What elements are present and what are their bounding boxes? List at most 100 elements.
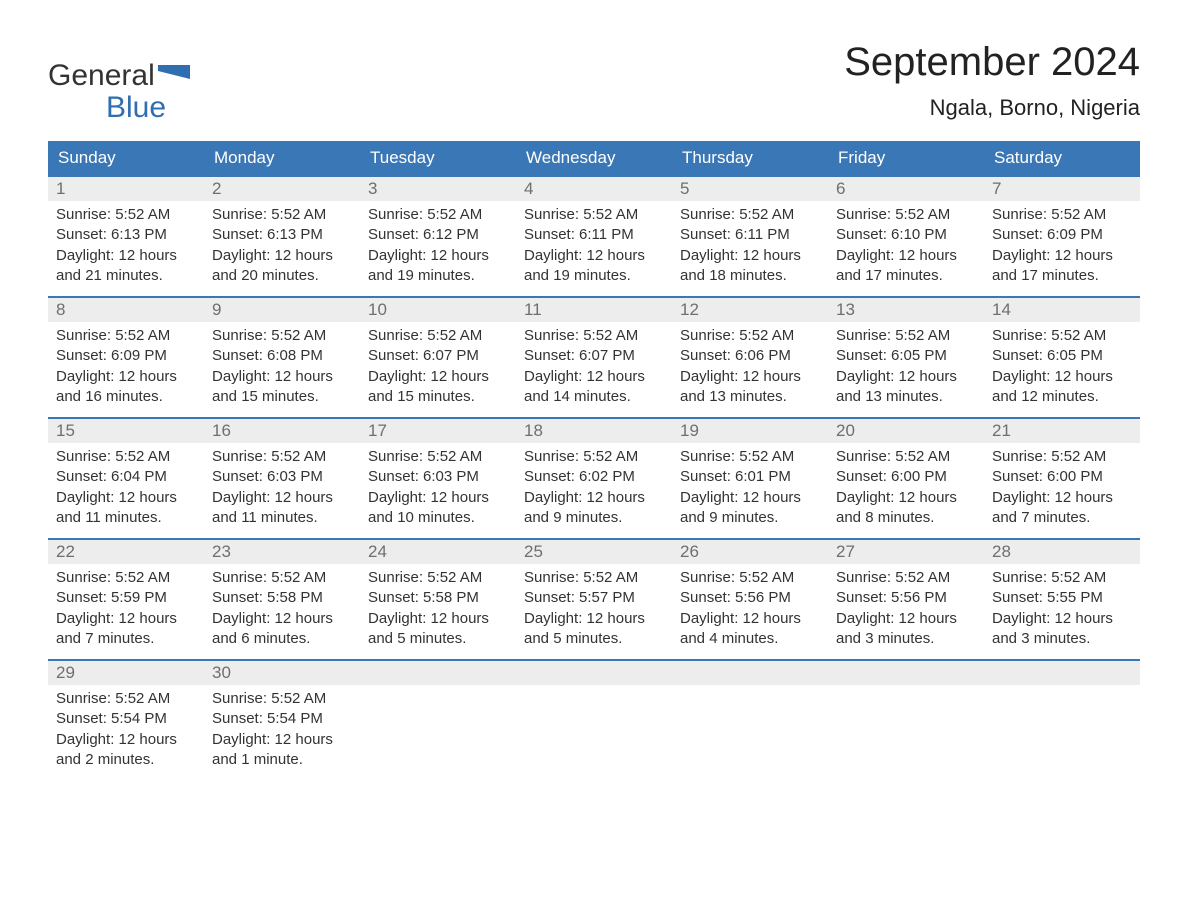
day-number: 7 [984,177,1140,201]
sunrise-text: Sunrise: 5:52 AM [836,326,976,346]
sunrise-text: Sunrise: 5:52 AM [212,568,352,588]
sunset-text: Sunset: 5:58 PM [212,588,352,608]
logo: General Blue [48,40,190,123]
day-number: 29 [48,661,204,685]
day-number-bar [516,661,672,685]
day-content: Sunrise: 5:52 AMSunset: 6:09 PMDaylight:… [48,322,204,417]
daylight-text: Daylight: 12 hours and 5 minutes. [524,609,664,650]
day-number: 13 [828,298,984,322]
day-number: 8 [48,298,204,322]
sunrise-text: Sunrise: 5:52 AM [836,447,976,467]
daylight-text: Daylight: 12 hours and 15 minutes. [368,367,508,408]
day-content: Sunrise: 5:52 AMSunset: 6:01 PMDaylight:… [672,443,828,538]
title-block: September 2024 Ngala, Borno, Nigeria [844,40,1140,121]
day-number: 21 [984,419,1140,443]
empty-day-cell [516,661,672,780]
day-content: Sunrise: 5:52 AMSunset: 6:11 PMDaylight:… [672,201,828,296]
weekday-header: Monday [204,141,360,175]
daylight-text: Daylight: 12 hours and 3 minutes. [992,609,1132,650]
weekday-header: Sunday [48,141,204,175]
week-row: 22Sunrise: 5:52 AMSunset: 5:59 PMDayligh… [48,538,1140,659]
day-number: 9 [204,298,360,322]
day-content: Sunrise: 5:52 AMSunset: 6:13 PMDaylight:… [204,201,360,296]
day-cell: 22Sunrise: 5:52 AMSunset: 5:59 PMDayligh… [48,540,204,659]
sunrise-text: Sunrise: 5:52 AM [212,205,352,225]
day-content: Sunrise: 5:52 AMSunset: 5:58 PMDaylight:… [204,564,360,659]
day-content: Sunrise: 5:52 AMSunset: 6:04 PMDaylight:… [48,443,204,538]
sunrise-text: Sunrise: 5:52 AM [680,205,820,225]
sunset-text: Sunset: 6:00 PM [992,467,1132,487]
daylight-text: Daylight: 12 hours and 15 minutes. [212,367,352,408]
day-content: Sunrise: 5:52 AMSunset: 6:03 PMDaylight:… [360,443,516,538]
daylight-text: Daylight: 12 hours and 8 minutes. [836,488,976,529]
weekday-header: Friday [828,141,984,175]
sunset-text: Sunset: 6:05 PM [992,346,1132,366]
day-content: Sunrise: 5:52 AMSunset: 5:58 PMDaylight:… [360,564,516,659]
day-content: Sunrise: 5:52 AMSunset: 6:13 PMDaylight:… [48,201,204,296]
daylight-text: Daylight: 12 hours and 11 minutes. [212,488,352,529]
day-cell: 20Sunrise: 5:52 AMSunset: 6:00 PMDayligh… [828,419,984,538]
daylight-text: Daylight: 12 hours and 9 minutes. [680,488,820,529]
sunrise-text: Sunrise: 5:52 AM [56,447,196,467]
week-row: 29Sunrise: 5:52 AMSunset: 5:54 PMDayligh… [48,659,1140,780]
daylight-text: Daylight: 12 hours and 5 minutes. [368,609,508,650]
weekday-header: Saturday [984,141,1140,175]
daylight-text: Daylight: 12 hours and 10 minutes. [368,488,508,529]
daylight-text: Daylight: 12 hours and 7 minutes. [56,609,196,650]
day-cell: 29Sunrise: 5:52 AMSunset: 5:54 PMDayligh… [48,661,204,780]
day-number: 23 [204,540,360,564]
sunrise-text: Sunrise: 5:52 AM [680,447,820,467]
week-row: 8Sunrise: 5:52 AMSunset: 6:09 PMDaylight… [48,296,1140,417]
daylight-text: Daylight: 12 hours and 3 minutes. [836,609,976,650]
sunrise-text: Sunrise: 5:52 AM [212,689,352,709]
day-number-bar [672,661,828,685]
daylight-text: Daylight: 12 hours and 16 minutes. [56,367,196,408]
day-content: Sunrise: 5:52 AMSunset: 5:56 PMDaylight:… [672,564,828,659]
day-number: 15 [48,419,204,443]
day-cell: 15Sunrise: 5:52 AMSunset: 6:04 PMDayligh… [48,419,204,538]
day-cell: 12Sunrise: 5:52 AMSunset: 6:06 PMDayligh… [672,298,828,417]
day-number: 1 [48,177,204,201]
day-content: Sunrise: 5:52 AMSunset: 6:06 PMDaylight:… [672,322,828,417]
day-content: Sunrise: 5:52 AMSunset: 6:10 PMDaylight:… [828,201,984,296]
day-cell: 4Sunrise: 5:52 AMSunset: 6:11 PMDaylight… [516,177,672,296]
weekday-header-row: Sunday Monday Tuesday Wednesday Thursday… [48,141,1140,175]
empty-day-cell [984,661,1140,780]
daylight-text: Daylight: 12 hours and 18 minutes. [680,246,820,287]
day-number-bar [984,661,1140,685]
day-content: Sunrise: 5:52 AMSunset: 6:02 PMDaylight:… [516,443,672,538]
sunrise-text: Sunrise: 5:52 AM [524,205,664,225]
day-cell: 6Sunrise: 5:52 AMSunset: 6:10 PMDaylight… [828,177,984,296]
daylight-text: Daylight: 12 hours and 9 minutes. [524,488,664,529]
sunset-text: Sunset: 6:13 PM [212,225,352,245]
daylight-text: Daylight: 12 hours and 21 minutes. [56,246,196,287]
sunrise-text: Sunrise: 5:52 AM [212,326,352,346]
sunset-text: Sunset: 5:59 PM [56,588,196,608]
day-number-bar [828,661,984,685]
day-content: Sunrise: 5:52 AMSunset: 6:00 PMDaylight:… [828,443,984,538]
day-content: Sunrise: 5:52 AMSunset: 6:12 PMDaylight:… [360,201,516,296]
sunset-text: Sunset: 5:57 PM [524,588,664,608]
day-content: Sunrise: 5:52 AMSunset: 6:11 PMDaylight:… [516,201,672,296]
day-cell: 2Sunrise: 5:52 AMSunset: 6:13 PMDaylight… [204,177,360,296]
sunrise-text: Sunrise: 5:52 AM [56,205,196,225]
sunset-text: Sunset: 6:11 PM [680,225,820,245]
sunrise-text: Sunrise: 5:52 AM [524,447,664,467]
daylight-text: Daylight: 12 hours and 1 minute. [212,730,352,771]
day-cell: 17Sunrise: 5:52 AMSunset: 6:03 PMDayligh… [360,419,516,538]
daylight-text: Daylight: 12 hours and 12 minutes. [992,367,1132,408]
day-number: 27 [828,540,984,564]
sunrise-text: Sunrise: 5:52 AM [368,205,508,225]
day-cell: 14Sunrise: 5:52 AMSunset: 6:05 PMDayligh… [984,298,1140,417]
flag-icon [158,60,190,92]
day-cell: 3Sunrise: 5:52 AMSunset: 6:12 PMDaylight… [360,177,516,296]
empty-day-cell [360,661,516,780]
day-number: 11 [516,298,672,322]
logo-text-bottom: Blue [48,92,190,124]
day-number: 28 [984,540,1140,564]
day-number: 12 [672,298,828,322]
sunrise-text: Sunrise: 5:52 AM [680,326,820,346]
day-content: Sunrise: 5:52 AMSunset: 5:54 PMDaylight:… [48,685,204,780]
sunrise-text: Sunrise: 5:52 AM [524,568,664,588]
day-cell: 24Sunrise: 5:52 AMSunset: 5:58 PMDayligh… [360,540,516,659]
